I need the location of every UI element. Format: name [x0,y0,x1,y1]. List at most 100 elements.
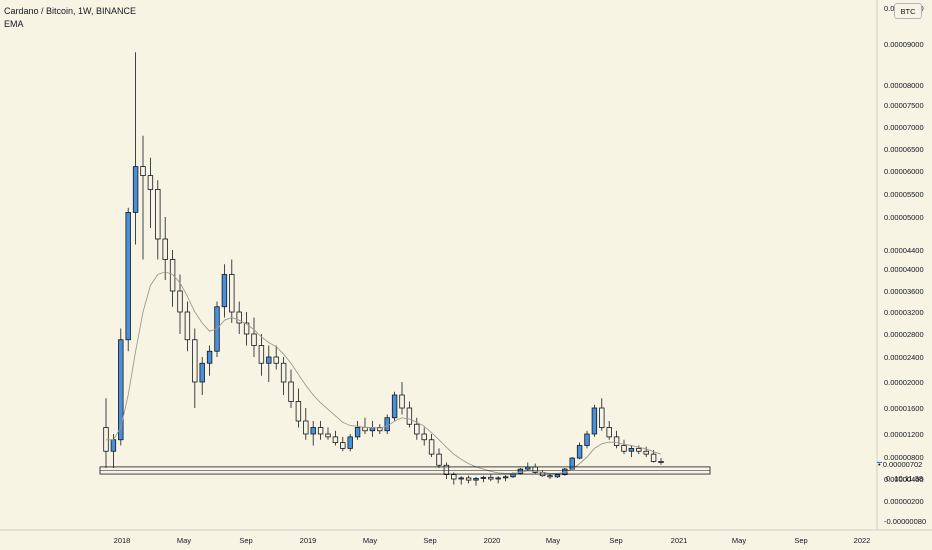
currency-badge[interactable]: BTC [894,3,922,19]
candle [229,259,235,323]
candle [480,475,487,483]
candle-body [184,311,191,341]
ema-layer [106,271,662,474]
x-tick-label: 2022 [854,536,871,545]
candle-body [110,439,117,452]
candle [584,430,590,449]
price-axis[interactable]: 0.000100000.000090000.000080000.00007500… [877,4,926,526]
chart-legend: Cardano / Bitcoin, 1W, BINANCE EMA [4,5,136,31]
x-tick-label: 2021 [671,536,688,545]
candle [428,434,435,457]
candle-body [199,362,205,383]
indicator-label[interactable]: EMA [4,19,24,29]
candle [658,458,664,465]
candle [310,421,316,446]
candle-body [458,477,464,480]
x-tick-label: May [363,536,377,545]
candle [502,475,509,482]
candle [251,317,257,357]
candle [443,462,450,479]
candle-body [599,407,605,428]
candle-body [584,433,590,446]
candle-body [243,322,250,335]
candle [354,421,361,440]
candle [384,414,390,434]
x-tick-label: 2020 [484,536,501,545]
y-tick-label: 0.00002000 [884,378,924,387]
x-tick-label: Sep [794,536,807,545]
candle [458,476,464,485]
candle-body [643,450,649,455]
candle-body [465,477,472,481]
candle-body [576,445,583,459]
candle-body [621,445,627,452]
candle [532,463,538,474]
candle [169,250,176,307]
candle-body [495,477,501,480]
candle [628,445,635,457]
y-tick-label: 0.00002400 [884,353,924,362]
y-tick-label: 0.00001200 [884,430,924,439]
candle-body [295,401,302,422]
candle-body [636,447,642,452]
candle [199,357,205,395]
last-price-value: 0.00000702 [882,460,923,469]
price-marker-icon: • [878,460,881,469]
bar-countdown: 0. 10:11:38 [886,474,923,483]
x-tick-label: Sep [609,536,622,545]
y-tick-label: 0.00006500 [884,145,924,154]
y-tick-label: 0.00005500 [884,190,924,199]
candle-body [266,356,272,364]
candle-body [406,407,413,425]
candle [295,388,302,428]
candle [421,427,427,446]
candle [613,430,620,449]
candle-body [206,350,213,364]
candle-body [317,427,324,435]
y-tick-label: 0.00003600 [884,287,924,296]
candle [347,434,353,452]
candle-body [177,290,183,313]
candle-body [650,453,657,462]
candle [155,180,161,260]
candle-body [443,464,450,476]
candle-body [303,420,309,435]
y-tick-label: 0.00004000 [884,265,924,274]
candle [406,401,413,428]
candle-body [377,427,383,432]
countdown-prefix: 0. [886,474,893,483]
candle-body [140,166,146,177]
candle [377,424,383,434]
y-tick-label: 0.00002800 [884,330,924,339]
candle-body [421,433,427,441]
candle [576,442,583,460]
candle [147,157,154,228]
candle-body [229,274,235,313]
symbol-title[interactable]: Cardano / Bitcoin, 1W, BINANCE [4,6,137,16]
candle [599,398,605,431]
candle-body [451,474,457,480]
candle-body [414,423,420,435]
candle [325,427,331,440]
candle [369,421,376,437]
candle-body [132,166,139,213]
support-zone-layer [99,466,711,475]
candle [125,207,131,352]
candle [288,369,294,408]
candle [192,328,198,408]
candle-body [658,460,664,463]
time-axis[interactable]: 2018 May Sep 2019 May Sep 2020 May Sep 2021 May Sep… [114,536,871,545]
candle [414,417,420,440]
candle-body [384,417,390,432]
y-tick-label: 0.00004400 [884,246,924,255]
candle-body [280,362,287,383]
candle-body [480,476,487,479]
candle-body [288,381,294,402]
candle-body [502,476,509,479]
candle-body [310,427,316,435]
candle-body [236,311,242,324]
candle [621,439,627,455]
candle-body [354,427,361,438]
y-tick-label: 0.00000400 [884,475,924,484]
